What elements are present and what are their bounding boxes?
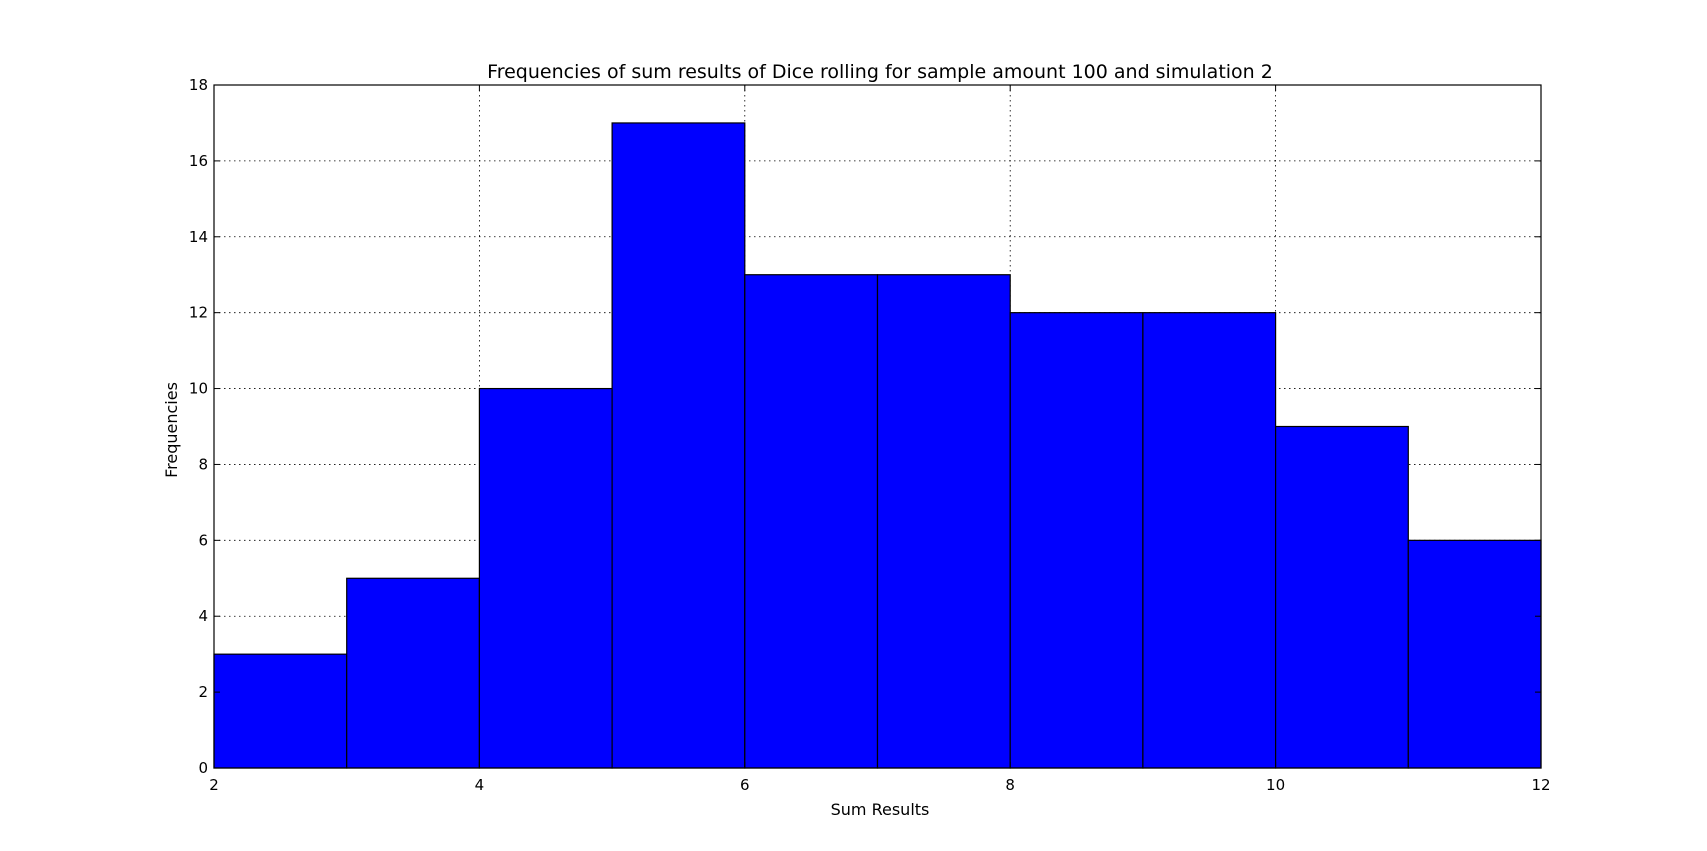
x-tick-label: 10 [1266, 776, 1285, 794]
y-tick-label: 12 [189, 304, 208, 322]
chart-title: Frequencies of sum results of Dice rolli… [487, 61, 1273, 83]
histogram-bar [1274, 425, 1409, 769]
bars [213, 122, 1542, 769]
y-tick-label: 2 [198, 683, 208, 701]
y-tick-label: 10 [189, 380, 208, 398]
histogram-bar [213, 653, 348, 769]
histogram-bar [478, 387, 613, 769]
y-tick-label: 18 [189, 76, 208, 94]
x-tick-label: 4 [475, 776, 485, 794]
y-tick-label: 0 [198, 759, 208, 777]
histogram-bar [611, 122, 746, 769]
x-tick-label: 2 [209, 776, 219, 794]
y-axis-label: Frequencies [162, 382, 181, 478]
y-tick-label: 8 [198, 455, 208, 473]
plot-frame [213, 84, 1542, 769]
y-tick-label: 16 [189, 152, 208, 170]
histogram-bar [876, 274, 1011, 769]
y-tick-label: 4 [198, 607, 208, 625]
x-axis-label: Sum Results [831, 800, 930, 819]
histogram-bar [744, 274, 879, 769]
histogram-bar [346, 577, 481, 769]
x-tick-label: 6 [740, 776, 750, 794]
y-tick-label: 6 [198, 531, 208, 549]
histogram-bar [1407, 539, 1542, 769]
histogram-bar [1009, 312, 1144, 769]
x-tick-label: 12 [1531, 776, 1550, 794]
histogram-bar [1142, 312, 1277, 769]
x-tick-label: 8 [1005, 776, 1015, 794]
y-tick-label: 14 [189, 228, 208, 246]
